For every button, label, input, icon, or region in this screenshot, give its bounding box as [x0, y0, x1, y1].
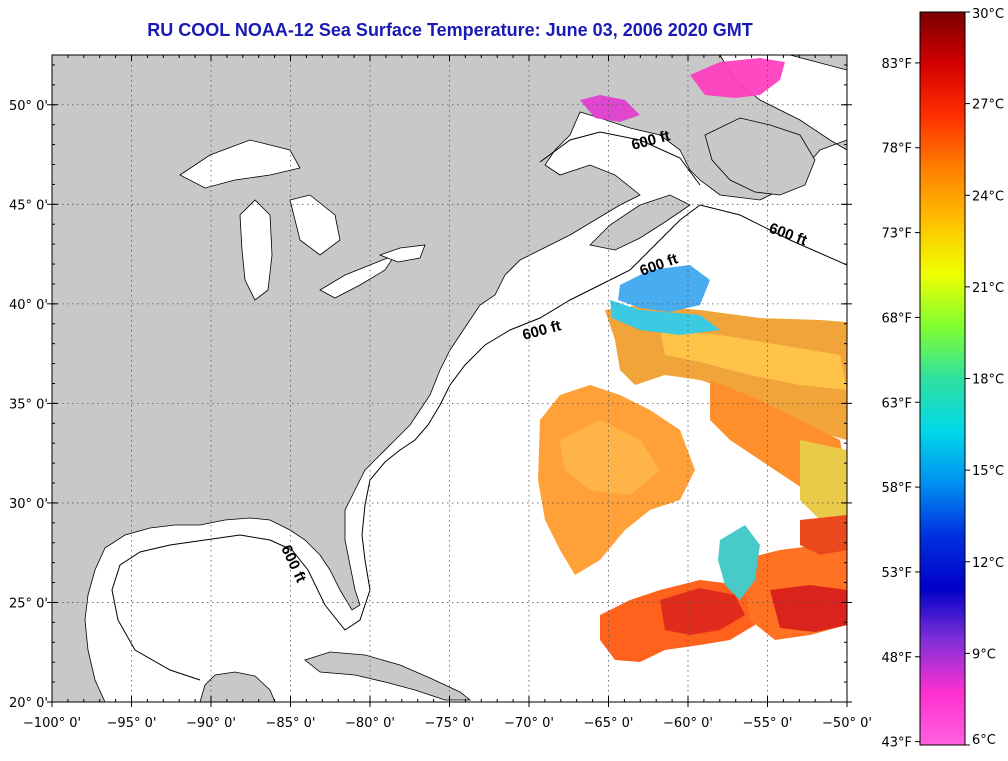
latitude-tick-label: 30° 0' [9, 497, 48, 512]
colorbar-celsius-label: 9°C [972, 647, 996, 662]
longitude-tick-label: −65° 0' [584, 716, 634, 731]
colorbar-celsius-label: 30°C [972, 7, 1004, 22]
colorbar-celsius-labels: 30°C 27°C 24°C 21°C 18°C 15°C 12°C 9°C 6°C [972, 7, 1004, 748]
longitude-labels: −100° 0' −95° 0' −90° 0' −85° 0' −80° 0' −75°… [23, 716, 872, 731]
colorbar-fahrenheit-label: 43°F [881, 736, 912, 751]
nova-scotia-land [589, 194, 691, 251]
colorbar-fahrenheit-label: 78°F [881, 142, 912, 157]
colorbar-celsius-label: 27°C [972, 98, 1004, 113]
longitude-tick-label: −100° 0' [23, 716, 81, 731]
latitude-labels: 20° 0' 25° 0' 30° 0' 35° 0' 40° 0' 45° 0' 50° … [9, 99, 48, 711]
longitude-tick-label: −50° 0' [822, 716, 872, 731]
newfoundland-land [704, 117, 816, 196]
colorbar [919, 11, 966, 746]
longitude-tick-label: −90° 0' [186, 716, 236, 731]
colorbar-celsius-label: 24°C [972, 189, 1004, 204]
map-title: RU COOL NOAA-12 Sea Surface Temperature:… [147, 20, 753, 40]
axis-ticks [47, 55, 852, 707]
latitude-tick-label: 25° 0' [9, 596, 48, 611]
colorbar-celsius-label: 18°C [972, 373, 1004, 388]
colorbar-fahrenheit-labels: 83°F 78°F 73°F 68°F 63°F 58°F 53°F 48°F 43°F [881, 57, 912, 751]
colorbar-celsius-label: 21°C [972, 281, 1004, 296]
colorbar-fahrenheit-label: 48°F [881, 651, 912, 666]
colorbar-celsius-label: 15°C [972, 464, 1004, 479]
colorbar-celsius-label: 6°C [972, 733, 996, 748]
sst-data [538, 58, 847, 662]
colorbar-fahrenheit-label: 73°F [881, 227, 912, 242]
latitude-tick-label: 45° 0' [9, 198, 48, 213]
latitude-tick-label: 35° 0' [9, 397, 48, 412]
longitude-tick-label: −95° 0' [107, 716, 157, 731]
colorbar-fahrenheit-label: 53°F [881, 566, 912, 581]
colorbar-fahrenheit-label: 68°F [881, 311, 912, 326]
colorbar-ticks [915, 11, 970, 746]
longitude-tick-label: −70° 0' [504, 716, 554, 731]
longitude-tick-label: −55° 0' [743, 716, 793, 731]
longitude-tick-label: −75° 0' [425, 716, 475, 731]
longitude-tick-label: −60° 0' [663, 716, 713, 731]
colorbar-fahrenheit-label: 63°F [881, 396, 912, 411]
longitude-tick-label: −80° 0' [345, 716, 395, 731]
cuba-land [304, 651, 472, 701]
colorbar-fahrenheit-label: 83°F [881, 57, 912, 72]
colorbar-fahrenheit-label: 58°F [881, 481, 912, 496]
latitude-tick-label: 50° 0' [9, 99, 48, 114]
longitude-tick-label: −85° 0' [266, 716, 316, 731]
great-lakes [179, 139, 426, 301]
shelf-contour-600ft-north [539, 131, 701, 186]
shelf-contour-600ft [111, 204, 847, 681]
latitude-tick-label: 20° 0' [9, 696, 48, 711]
colorbar-celsius-label: 12°C [972, 556, 1004, 571]
latitude-tick-label: 40° 0' [9, 298, 48, 313]
